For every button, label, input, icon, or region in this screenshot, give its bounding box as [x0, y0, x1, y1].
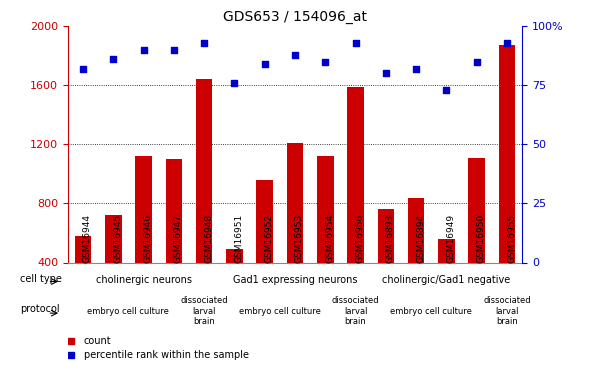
Bar	[166, 159, 182, 262]
Point	[290, 52, 300, 58]
Bar	[438, 239, 455, 262]
Point	[472, 58, 481, 64]
Title: GDS653 / 154096_at: GDS653 / 154096_at	[223, 10, 367, 24]
Bar	[378, 209, 394, 262]
Text: dissociated
larval
brain: dissociated larval brain	[483, 296, 531, 326]
Text: Gad1 expressing neurons: Gad1 expressing neurons	[232, 275, 358, 285]
Text: GSM16955: GSM16955	[507, 213, 516, 263]
Text: embryo cell culture: embryo cell culture	[239, 307, 321, 316]
Bar	[135, 156, 152, 262]
Bar	[408, 198, 424, 262]
Point	[230, 80, 239, 86]
Point	[199, 40, 209, 46]
Text: GSM16952: GSM16952	[265, 214, 274, 263]
Bar	[348, 87, 364, 262]
Text: embryo cell culture: embryo cell culture	[87, 307, 169, 316]
Text: GSM16950: GSM16950	[477, 213, 486, 263]
Bar	[257, 180, 273, 262]
Text: dissociated
larval
brain: dissociated larval brain	[332, 296, 379, 326]
Bar	[105, 215, 122, 262]
Point	[351, 40, 360, 46]
Text: GSM16945: GSM16945	[113, 214, 122, 263]
Text: cholinergic/Gad1 negative: cholinergic/Gad1 negative	[382, 275, 510, 285]
Bar	[226, 249, 242, 262]
Point	[320, 58, 330, 64]
Point	[78, 66, 88, 72]
Bar	[75, 236, 91, 262]
Bar	[468, 158, 485, 262]
Point	[502, 40, 512, 46]
Bar	[196, 80, 212, 262]
Text: percentile rank within the sample: percentile rank within the sample	[84, 350, 249, 360]
Text: count: count	[84, 336, 112, 346]
Text: embryo cell culture: embryo cell culture	[391, 307, 472, 316]
Text: cholinergic neurons: cholinergic neurons	[96, 275, 192, 285]
Bar	[287, 143, 303, 262]
Text: GSM16954: GSM16954	[325, 214, 335, 263]
Text: cell type: cell type	[20, 274, 62, 284]
Bar	[317, 156, 333, 262]
Bar	[499, 45, 515, 262]
Point	[411, 66, 421, 72]
Text: GSM16944: GSM16944	[83, 214, 92, 263]
Point	[139, 47, 148, 53]
Text: GSM16893: GSM16893	[386, 213, 395, 263]
Text: GSM16956: GSM16956	[356, 213, 365, 263]
Point	[442, 87, 451, 93]
Text: GSM16946: GSM16946	[143, 214, 153, 263]
Text: dissociated
larval
brain: dissociated larval brain	[181, 296, 228, 326]
Text: GSM16949: GSM16949	[447, 214, 455, 263]
Text: GSM16951: GSM16951	[234, 213, 244, 263]
Text: protocol: protocol	[20, 304, 60, 314]
Text: GSM16953: GSM16953	[295, 213, 304, 263]
Point	[260, 61, 270, 67]
Point	[381, 70, 391, 76]
Text: GSM16948: GSM16948	[204, 214, 213, 263]
Point	[169, 47, 179, 53]
Text: GSM16894: GSM16894	[416, 214, 425, 263]
Text: GSM16947: GSM16947	[174, 214, 183, 263]
Point	[109, 56, 118, 62]
